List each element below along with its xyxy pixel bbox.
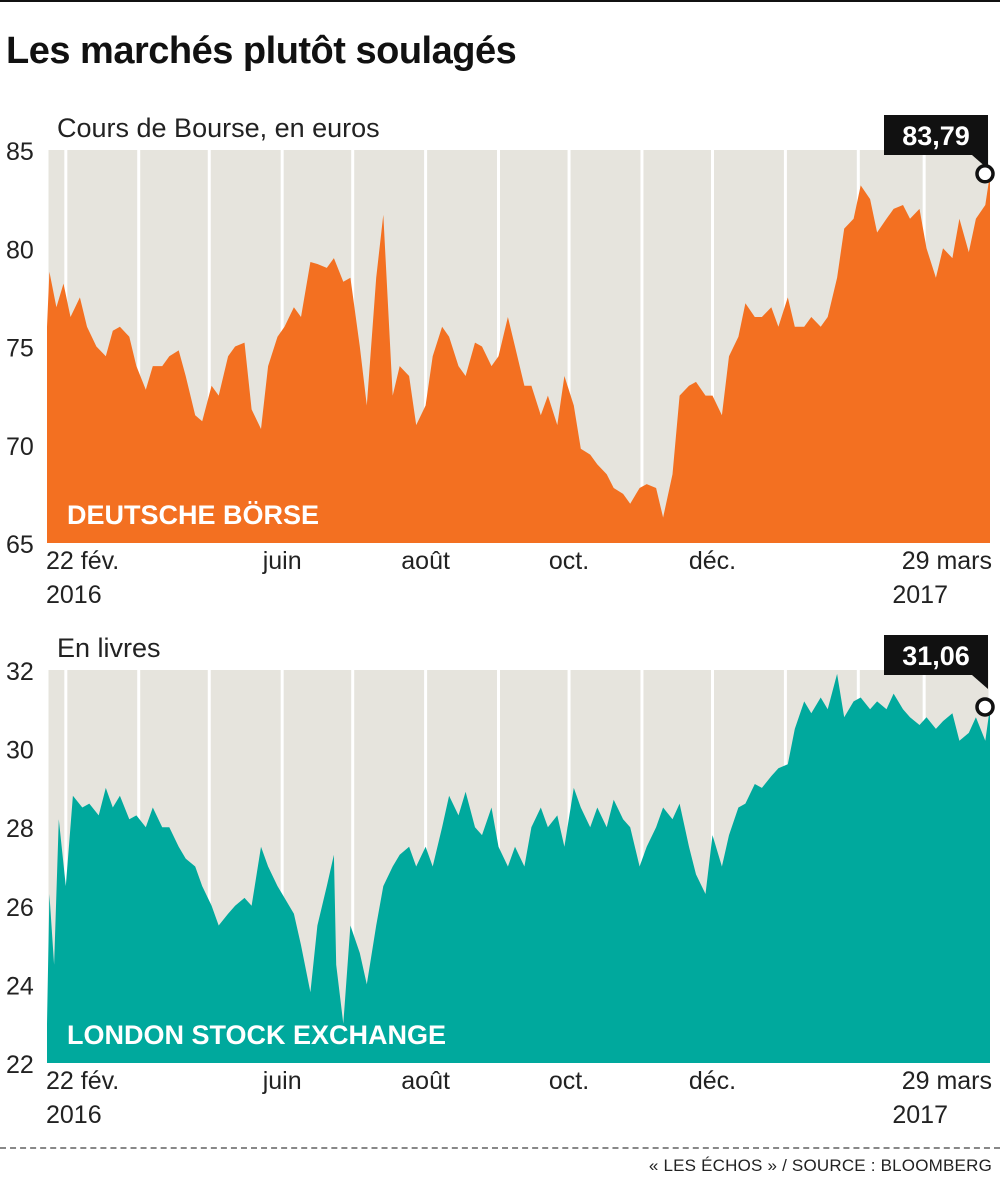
y-tick-label: 70 [6,433,34,461]
deutsche-borse-chart: Cours de Bourse, en euros DEUTSCHE BÖRSE 6… [6,113,995,609]
y-tick-label: 30 [6,737,34,765]
x-tick-label: déc. [689,547,736,575]
y-tick-label: 80 [6,236,34,264]
y-tick-label: 22 [6,1051,34,1079]
last-value-marker [975,697,995,717]
y-tick-label: 85 [6,138,34,166]
footer-divider [0,1147,1000,1149]
last-value-label: 31,06 [902,641,970,671]
y-tick-label: 24 [6,972,34,1000]
last-value-badge [884,635,988,675]
series-area [47,173,990,544]
page-title: Les marchés plutôt soulagés [6,30,517,72]
top-rule [0,0,1000,2]
source-credit: « LES ÉCHOS » / SOURCE : BLOOMBERG [648,1156,992,1175]
x-tick-year: 2017 [892,1101,948,1129]
x-tick-year: 2016 [46,1101,102,1129]
y-tick-label: 75 [6,335,34,363]
x-tick-label: 29 mars [902,1067,992,1095]
series-label: LONDON STOCK EXCHANGE [67,1020,446,1050]
x-tick-label: oct. [549,1067,589,1095]
x-tick-year: 2017 [892,581,948,609]
x-tick-label: 22 fév. [46,1067,119,1095]
last-value-badge [884,115,988,155]
x-tick-label: juin [262,1067,302,1095]
x-tick-label: déc. [689,1067,736,1095]
x-tick-label: juin [262,547,302,575]
last-value-label: 83,79 [902,121,970,151]
y-tick-label: 65 [6,531,34,559]
x-tick-label: 22 fév. [46,547,119,575]
x-tick-label: août [401,547,450,575]
london-stock-exchange-chart: En livres LONDON STOCK EXCHANGE 22 24 26 28 30… [6,633,995,1129]
x-tick-label: août [401,1067,450,1095]
chart-subtitle: En livres [57,633,161,663]
series-label: DEUTSCHE BÖRSE [67,500,319,530]
y-tick-label: 28 [6,815,34,843]
last-value-badge-pointer [972,675,988,689]
y-tick-label: 32 [6,658,34,686]
y-tick-label: 26 [6,894,34,922]
x-tick-year: 2016 [46,581,102,609]
x-tick-label: oct. [549,547,589,575]
chart-subtitle: Cours de Bourse, en euros [57,113,380,143]
series-area [47,673,990,1063]
last-value-marker [975,164,995,184]
x-tick-label: 29 mars [902,547,992,575]
